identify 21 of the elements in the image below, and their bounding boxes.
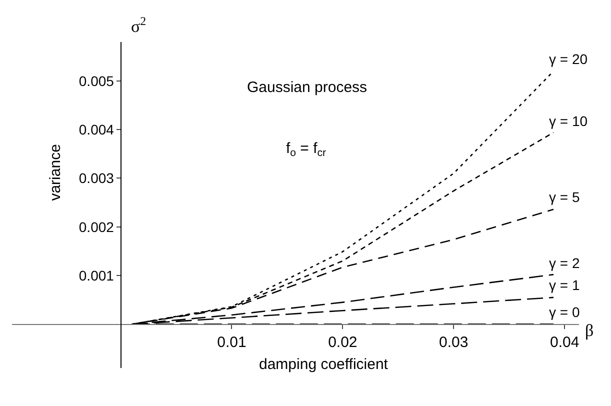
y-tick-label: 0.001 xyxy=(78,267,114,284)
y-tick-label: 0.005 xyxy=(78,72,114,89)
x-tick-label: 0.04 xyxy=(550,334,580,352)
text: σ$^{2}$ xyxy=(131,14,146,36)
series-label: γ = 1 xyxy=(549,277,580,293)
y-tick-label: 0.003 xyxy=(78,170,114,186)
x-tick-label: 0.01 xyxy=(217,334,246,352)
y-tick-label: 0.004 xyxy=(78,121,114,138)
annotation: Gaussian process xyxy=(247,79,368,96)
x-axis-title: damping coefficient xyxy=(259,356,389,373)
annotation: f$_{o}$ = f$_{cr}$ xyxy=(286,140,327,160)
x-tick-label: 0.02 xyxy=(328,334,358,352)
series-label: γ = 20 xyxy=(549,51,588,67)
x-tick-label: 0.03 xyxy=(439,334,468,352)
y-tick-label: 0.002 xyxy=(78,218,114,235)
series-label: γ = 10 xyxy=(549,113,588,129)
text: β xyxy=(585,321,594,340)
series-label: γ = 5 xyxy=(549,189,580,205)
y-axis-title: variance xyxy=(46,144,64,201)
series-label: γ = 0 xyxy=(549,304,580,320)
series-label: γ = 2 xyxy=(549,255,580,271)
